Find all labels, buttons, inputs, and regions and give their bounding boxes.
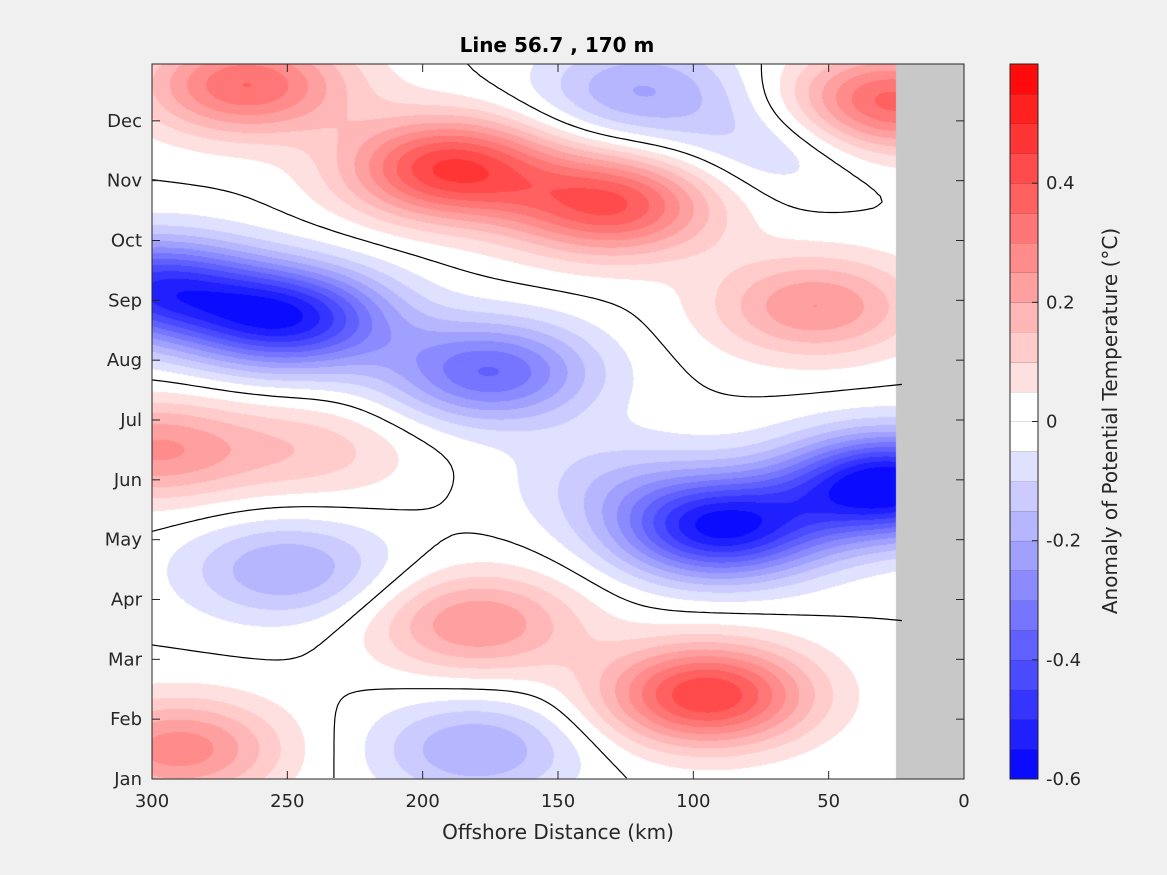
- y-tick-label: Oct: [111, 231, 142, 252]
- colorbar-band: [1010, 421, 1038, 452]
- x-axis-title: Offshore Distance (km): [442, 820, 674, 844]
- x-tick-label: 100: [676, 791, 710, 812]
- anomaly-heatmap: [152, 64, 964, 779]
- colorbar-band: [1010, 749, 1038, 780]
- chart-title: Line 56.7 , 170 m: [460, 33, 655, 57]
- y-tick-label: Jul: [119, 410, 142, 431]
- x-axis: 300 250 200 150 100 50 0: [135, 64, 970, 812]
- zero-contour-lines: [151, 63, 903, 779]
- y-tick-label: Apr: [111, 590, 143, 611]
- x-tick-label: 0: [958, 791, 969, 812]
- x-tick-label: 250: [270, 791, 304, 812]
- y-tick-label: Jun: [113, 470, 142, 491]
- y-tick-label: Nov: [107, 171, 142, 192]
- colorbar-band: [1010, 123, 1038, 154]
- x-tick-label: 300: [135, 791, 169, 812]
- y-axis: Jan Feb Mar Apr May Jun Jul Aug Sep Oct Nov Dec: [105, 111, 964, 790]
- y-tick-label: Dec: [107, 111, 142, 132]
- colorbar-band: [1010, 332, 1038, 363]
- colorbar-band: [1010, 510, 1038, 541]
- x-tick-label: 50: [817, 791, 840, 812]
- colorbar-tick-label: 0: [1046, 412, 1057, 433]
- colorbar-tick-label: -0.4: [1046, 650, 1081, 671]
- y-tick-label: Feb: [110, 709, 142, 730]
- colorbar-tick-label: -0.6: [1046, 769, 1081, 790]
- colorbar-band: [1010, 659, 1038, 690]
- colorbar-band: [1010, 600, 1038, 631]
- plot-area: [151, 63, 965, 780]
- colorbar: 0.4 0.2 0 -0.2 -0.4 -0.6 Anomaly of Potential…: [1009, 63, 1122, 790]
- colorbar-band: [1010, 719, 1038, 750]
- colorbar-band: [1010, 481, 1038, 512]
- colorbar-band: [1010, 153, 1038, 184]
- x-tick-label: 150: [541, 791, 575, 812]
- colorbar-band: [1010, 183, 1038, 214]
- colorbar-band: [1010, 93, 1038, 124]
- colorbar-band: [1010, 272, 1038, 303]
- colorbar-band: [1010, 302, 1038, 333]
- y-tick-label: Aug: [107, 350, 142, 371]
- colorbar-tick-label: 0.2: [1046, 292, 1075, 313]
- land-mask: [896, 64, 964, 779]
- colorbar-band: [1010, 540, 1038, 571]
- colorbar-bands: [1010, 63, 1038, 780]
- colorbar-band: [1010, 451, 1038, 482]
- colorbar-band: [1010, 64, 1038, 95]
- y-tick-label: Sep: [108, 290, 142, 311]
- y-tick-label: Jan: [113, 769, 142, 790]
- x-tick-label: 200: [405, 791, 439, 812]
- zero-contour: [151, 63, 903, 779]
- colorbar-tick-label: -0.2: [1046, 531, 1081, 552]
- colorbar-band: [1010, 391, 1038, 422]
- colorbar-band: [1010, 212, 1038, 244]
- heatmap-container: [152, 64, 964, 779]
- y-tick-label: May: [105, 530, 143, 551]
- colorbar-band: [1010, 630, 1038, 661]
- y-tick-label: Mar: [108, 649, 143, 670]
- colorbar-band: [1010, 689, 1038, 720]
- colorbar-band: [1010, 361, 1038, 393]
- colorbar-band: [1010, 570, 1038, 601]
- colorbar-ticks: 0.4 0.2 0 -0.2 -0.4 -0.6: [1032, 173, 1081, 790]
- colorbar-tick-label: 0.4: [1046, 173, 1075, 194]
- colorbar-band: [1010, 242, 1038, 273]
- colorbar-title: Anomaly of Potential Temperature (°C): [1098, 228, 1122, 614]
